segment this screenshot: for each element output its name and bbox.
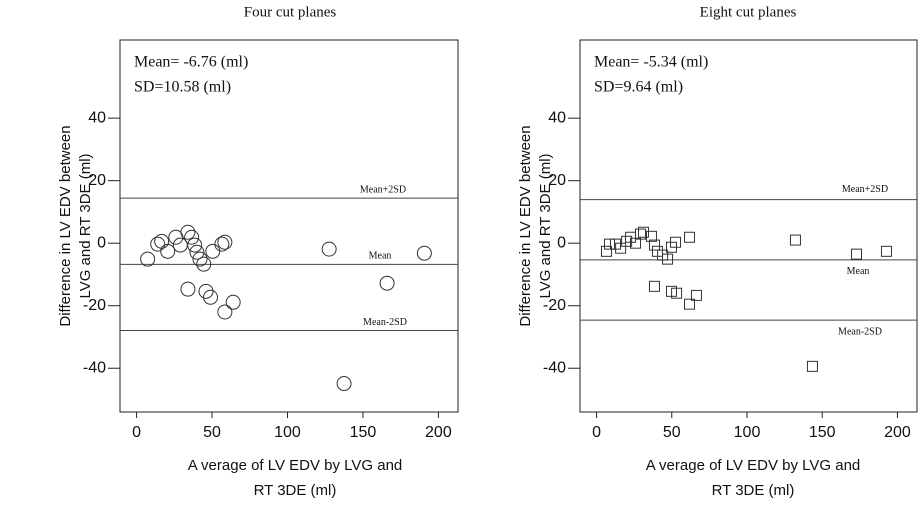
x-tick-label: 150 xyxy=(350,424,377,441)
point xyxy=(180,281,196,297)
point xyxy=(789,234,801,246)
point xyxy=(336,376,352,392)
annotation: Mean= -6.76 (ml) xyxy=(134,54,248,71)
x-axis-label: RT 3DE (ml) xyxy=(254,482,337,499)
point xyxy=(684,231,696,243)
point xyxy=(192,251,208,267)
annotation: SD=9.64 (ml) xyxy=(594,79,683,96)
y-tick-label: -20 xyxy=(543,297,566,314)
point xyxy=(851,248,863,260)
reference-label: Mean+2SD xyxy=(360,184,406,195)
point xyxy=(160,243,176,259)
point xyxy=(196,256,212,272)
point xyxy=(150,236,166,252)
x-axis-label: A verage of LV EDV by LVG and xyxy=(646,457,861,474)
annotation: Mean= -5.34 (ml) xyxy=(594,54,708,71)
x-axis-label: RT 3DE (ml) xyxy=(712,482,795,499)
point xyxy=(648,280,660,292)
x-tick-label: 50 xyxy=(663,424,681,441)
y-axis-label: Difference in LV EDV between xyxy=(57,125,74,326)
reference-label: Mean xyxy=(369,251,392,262)
point xyxy=(198,283,214,299)
point xyxy=(615,242,627,254)
point xyxy=(621,235,633,247)
x-tick-label: 150 xyxy=(809,424,836,441)
point xyxy=(140,251,156,267)
point xyxy=(684,298,696,310)
point xyxy=(379,275,395,291)
y-tick-label: 20 xyxy=(548,172,566,189)
x-tick-label: 0 xyxy=(592,424,601,441)
y-tick-label: 0 xyxy=(557,234,566,251)
reference-label: Mean-2SD xyxy=(363,317,407,328)
point xyxy=(154,233,170,249)
plot-frame xyxy=(579,39,918,413)
point xyxy=(205,243,221,259)
annotation: SD=10.58 (ml) xyxy=(134,79,231,96)
y-tick-label: -40 xyxy=(83,359,106,376)
point xyxy=(806,360,818,372)
point xyxy=(203,289,219,305)
x-tick-label: 200 xyxy=(884,424,911,441)
y-axis-label: LVG and RT 3DE (ml) xyxy=(537,153,554,298)
point xyxy=(416,245,432,261)
point xyxy=(645,230,657,242)
point xyxy=(321,241,337,257)
y-axis-label: Difference in LV EDV between xyxy=(517,125,534,326)
point xyxy=(217,234,233,250)
reference-label: Mean xyxy=(847,266,870,277)
point xyxy=(189,244,205,260)
y-axis-label: LVG and RT 3DE (ml) xyxy=(77,153,94,298)
chart-title: Eight cut planes xyxy=(700,4,797,20)
point xyxy=(184,229,200,245)
x-tick-label: 0 xyxy=(132,424,141,441)
point xyxy=(671,287,683,299)
chart-title: Four cut planes xyxy=(244,4,337,20)
reference-label: Mean+2SD xyxy=(842,184,888,195)
point xyxy=(214,236,230,252)
y-tick-label: -20 xyxy=(83,297,106,314)
y-tick-label: 0 xyxy=(97,234,106,251)
point xyxy=(648,239,660,251)
x-tick-label: 100 xyxy=(274,424,301,441)
x-axis-label: A verage of LV EDV by LVG and xyxy=(188,457,403,474)
point xyxy=(634,228,646,240)
point xyxy=(600,245,612,257)
y-tick-label: -40 xyxy=(543,359,566,376)
point xyxy=(180,224,196,240)
plot-frame xyxy=(119,39,459,413)
point xyxy=(603,238,615,250)
point xyxy=(187,237,203,253)
x-tick-label: 100 xyxy=(734,424,761,441)
y-tick-label: 40 xyxy=(548,109,566,126)
x-tick-label: 200 xyxy=(425,424,452,441)
y-tick-label: 40 xyxy=(88,109,106,126)
reference-label: Mean-2SD xyxy=(838,326,882,337)
point xyxy=(637,226,649,238)
point xyxy=(880,245,892,257)
point xyxy=(225,294,241,310)
point xyxy=(662,253,674,265)
point xyxy=(670,236,682,248)
point xyxy=(690,289,702,301)
point xyxy=(217,304,233,320)
y-tick-label: 20 xyxy=(88,172,106,189)
x-tick-label: 50 xyxy=(203,424,221,441)
